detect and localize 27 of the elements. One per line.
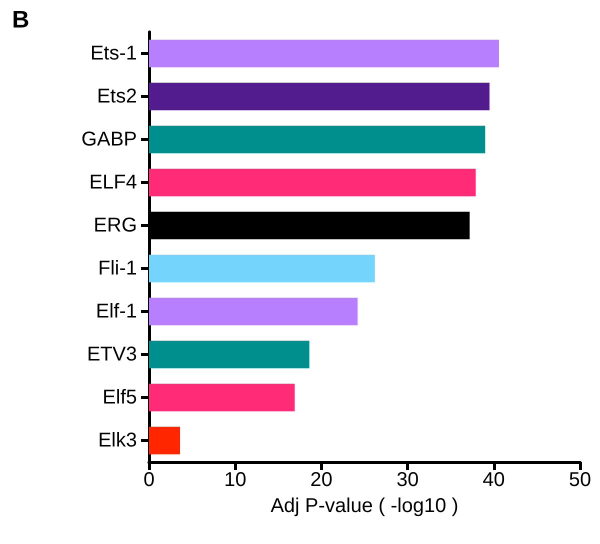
y-tick-label: Ets-1 [90, 42, 137, 64]
x-tick-label: 50 [568, 469, 592, 491]
bar [149, 384, 295, 412]
y-tick-label: Fli-1 [98, 258, 137, 280]
bar [149, 40, 499, 68]
y-tick-label: ERG [94, 214, 137, 236]
bar [149, 254, 375, 282]
x-tick-label: 30 [396, 469, 419, 491]
y-tick-label: Elk3 [98, 430, 137, 452]
x-tick-label: 0 [143, 469, 155, 491]
y-tick-label: Elf5 [102, 386, 137, 408]
y-tick-label: GABP [81, 128, 137, 150]
y-tick-label: Elf-1 [96, 300, 137, 322]
y-tick-label: ETV3 [86, 344, 137, 366]
bar [149, 168, 476, 196]
bar [149, 426, 180, 454]
y-tick-label: Ets2 [96, 86, 137, 108]
x-tick-label: 10 [224, 469, 246, 491]
bar [149, 298, 358, 326]
bar [149, 126, 486, 154]
x-axis-title: Adj P-value ( -log10 ) [270, 495, 458, 517]
text: B [12, 6, 30, 34]
y-tick-label: ELF4 [89, 172, 137, 194]
bar [149, 82, 490, 110]
bar [149, 340, 310, 368]
x-tick-label: 20 [310, 469, 333, 491]
x-tick-label: 40 [482, 469, 505, 491]
